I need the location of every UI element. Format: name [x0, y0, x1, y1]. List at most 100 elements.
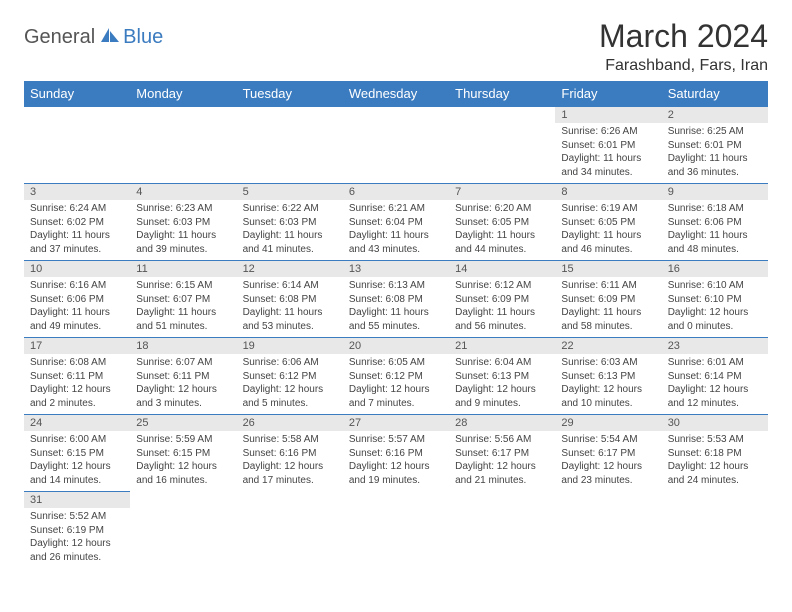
sunset-line: Sunset: 6:16 PM: [349, 447, 443, 461]
daynum-row: 17181920212223: [24, 338, 768, 355]
sunset-line: Sunset: 6:05 PM: [561, 216, 655, 230]
daylight-line1: Daylight: 11 hours: [561, 229, 655, 243]
day-cell: Sunrise: 6:11 AMSunset: 6:09 PMDaylight:…: [555, 277, 661, 338]
daylight-line2: and 16 minutes.: [136, 474, 230, 488]
day-cell: Sunrise: 5:58 AMSunset: 6:16 PMDaylight:…: [237, 431, 343, 492]
sunrise-line: Sunrise: 6:10 AM: [668, 279, 762, 293]
day-cell: Sunrise: 5:56 AMSunset: 6:17 PMDaylight:…: [449, 431, 555, 492]
sunset-line: Sunset: 6:01 PM: [561, 139, 655, 153]
day-number: 22: [555, 338, 661, 355]
content-row: Sunrise: 5:52 AMSunset: 6:19 PMDaylight:…: [24, 508, 768, 568]
sunrise-line: Sunrise: 6:00 AM: [30, 433, 124, 447]
calendar: SundayMondayTuesdayWednesdayThursdayFrid…: [24, 81, 768, 568]
day-number: 10: [24, 261, 130, 278]
day-number: 3: [24, 184, 130, 201]
sunset-line: Sunset: 6:11 PM: [136, 370, 230, 384]
daylight-line1: Daylight: 11 hours: [136, 306, 230, 320]
daylight-line2: and 49 minutes.: [30, 320, 124, 334]
sunrise-line: Sunrise: 6:18 AM: [668, 202, 762, 216]
sunrise-line: Sunrise: 6:15 AM: [136, 279, 230, 293]
sunset-line: Sunset: 6:12 PM: [243, 370, 337, 384]
sunset-line: Sunset: 6:09 PM: [561, 293, 655, 307]
sunrise-line: Sunrise: 6:21 AM: [349, 202, 443, 216]
daylight-line1: Daylight: 12 hours: [136, 460, 230, 474]
day-cell: Sunrise: 6:25 AMSunset: 6:01 PMDaylight:…: [662, 123, 768, 184]
daylight-line2: and 34 minutes.: [561, 166, 655, 180]
day-number: 9: [662, 184, 768, 201]
daylight-line2: and 7 minutes.: [349, 397, 443, 411]
daylight-line2: and 48 minutes.: [668, 243, 762, 257]
day-number: 26: [237, 415, 343, 432]
day-number: [237, 107, 343, 124]
daylight-line1: Daylight: 12 hours: [668, 460, 762, 474]
day-cell: Sunrise: 6:03 AMSunset: 6:13 PMDaylight:…: [555, 354, 661, 415]
day-cell: [237, 508, 343, 568]
content-row: Sunrise: 6:24 AMSunset: 6:02 PMDaylight:…: [24, 200, 768, 261]
day-number: [343, 492, 449, 509]
daylight-line2: and 53 minutes.: [243, 320, 337, 334]
sunrise-line: Sunrise: 6:12 AM: [455, 279, 549, 293]
day-cell: Sunrise: 6:07 AMSunset: 6:11 PMDaylight:…: [130, 354, 236, 415]
sunset-line: Sunset: 6:09 PM: [455, 293, 549, 307]
weekday-header-row: SundayMondayTuesdayWednesdayThursdayFrid…: [24, 81, 768, 107]
daylight-line2: and 37 minutes.: [30, 243, 124, 257]
day-cell: Sunrise: 6:16 AMSunset: 6:06 PMDaylight:…: [24, 277, 130, 338]
sunrise-line: Sunrise: 5:58 AM: [243, 433, 337, 447]
day-cell: [343, 123, 449, 184]
day-cell: Sunrise: 6:21 AMSunset: 6:04 PMDaylight:…: [343, 200, 449, 261]
weekday-header: Saturday: [662, 81, 768, 107]
sunset-line: Sunset: 6:11 PM: [30, 370, 124, 384]
daylight-line2: and 36 minutes.: [668, 166, 762, 180]
sunrise-line: Sunrise: 6:14 AM: [243, 279, 337, 293]
day-cell: [449, 508, 555, 568]
daylight-line2: and 23 minutes.: [561, 474, 655, 488]
daynum-row: 31: [24, 492, 768, 509]
day-number: [662, 492, 768, 509]
sunrise-line: Sunrise: 6:25 AM: [668, 125, 762, 139]
day-number: 31: [24, 492, 130, 509]
sunset-line: Sunset: 6:04 PM: [349, 216, 443, 230]
day-cell: Sunrise: 5:57 AMSunset: 6:16 PMDaylight:…: [343, 431, 449, 492]
daylight-line1: Daylight: 11 hours: [30, 306, 124, 320]
daylight-line2: and 5 minutes.: [243, 397, 337, 411]
daylight-line2: and 26 minutes.: [30, 551, 124, 565]
sunrise-line: Sunrise: 6:06 AM: [243, 356, 337, 370]
sunset-line: Sunset: 6:03 PM: [136, 216, 230, 230]
sunrise-line: Sunrise: 6:19 AM: [561, 202, 655, 216]
day-cell: [24, 123, 130, 184]
title-block: March 2024 Farashband, Fars, Iran: [599, 18, 768, 75]
sunset-line: Sunset: 6:17 PM: [455, 447, 549, 461]
weekday-header: Monday: [130, 81, 236, 107]
daylight-line2: and 58 minutes.: [561, 320, 655, 334]
day-cell: Sunrise: 6:10 AMSunset: 6:10 PMDaylight:…: [662, 277, 768, 338]
sunset-line: Sunset: 6:08 PM: [243, 293, 337, 307]
sunset-line: Sunset: 6:18 PM: [668, 447, 762, 461]
day-cell: Sunrise: 5:53 AMSunset: 6:18 PMDaylight:…: [662, 431, 768, 492]
sunset-line: Sunset: 6:01 PM: [668, 139, 762, 153]
daylight-line2: and 51 minutes.: [136, 320, 230, 334]
day-cell: Sunrise: 6:23 AMSunset: 6:03 PMDaylight:…: [130, 200, 236, 261]
day-number: 30: [662, 415, 768, 432]
daylight-line2: and 19 minutes.: [349, 474, 443, 488]
day-cell: Sunrise: 6:18 AMSunset: 6:06 PMDaylight:…: [662, 200, 768, 261]
daylight-line1: Daylight: 11 hours: [243, 306, 337, 320]
weekday-header: Wednesday: [343, 81, 449, 107]
day-number: 29: [555, 415, 661, 432]
day-number: 2: [662, 107, 768, 124]
day-number: 27: [343, 415, 449, 432]
content-row: Sunrise: 6:08 AMSunset: 6:11 PMDaylight:…: [24, 354, 768, 415]
daylight-line2: and 24 minutes.: [668, 474, 762, 488]
daylight-line1: Daylight: 12 hours: [561, 383, 655, 397]
day-cell: Sunrise: 6:00 AMSunset: 6:15 PMDaylight:…: [24, 431, 130, 492]
daylight-line1: Daylight: 11 hours: [561, 306, 655, 320]
day-number: [449, 107, 555, 124]
day-number: 19: [237, 338, 343, 355]
month-title: March 2024: [599, 18, 768, 55]
sunrise-line: Sunrise: 6:11 AM: [561, 279, 655, 293]
sunset-line: Sunset: 6:13 PM: [561, 370, 655, 384]
day-number: 24: [24, 415, 130, 432]
sunrise-line: Sunrise: 6:04 AM: [455, 356, 549, 370]
daylight-line1: Daylight: 11 hours: [668, 152, 762, 166]
day-cell: [130, 123, 236, 184]
daylight-line2: and 21 minutes.: [455, 474, 549, 488]
